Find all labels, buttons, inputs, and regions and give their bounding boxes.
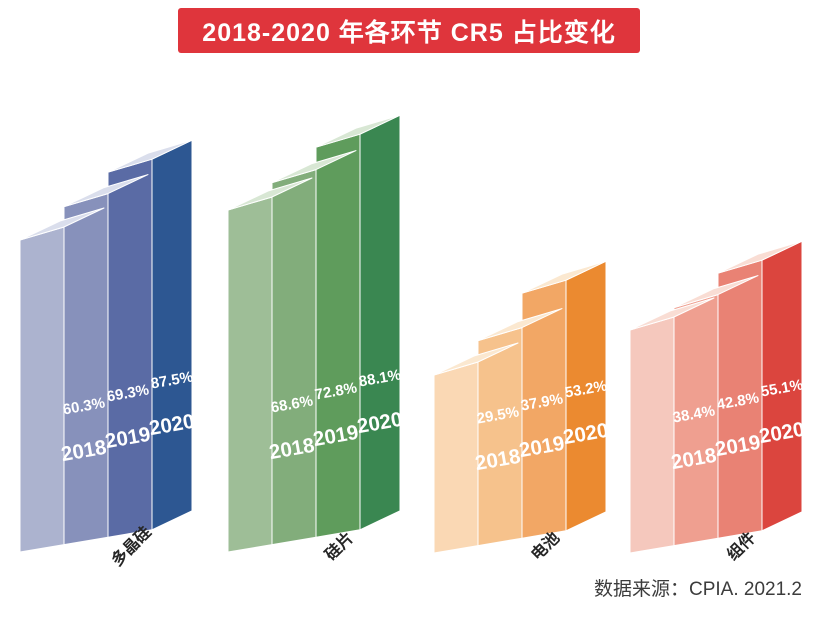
data-source: 数据来源：CPIA. 2021.2 xyxy=(593,579,802,600)
chart-title: 2018-2020 年各环节 CR5 占比变化 xyxy=(202,18,616,47)
bar-top xyxy=(433,342,519,376)
bar-top xyxy=(19,207,105,241)
bar-front xyxy=(63,193,109,546)
bar-top xyxy=(107,139,193,173)
bar-top xyxy=(227,177,313,211)
bar-front xyxy=(227,196,273,553)
bar-top xyxy=(673,275,759,309)
bar-front xyxy=(271,169,317,546)
bar-top xyxy=(629,297,715,331)
bar-top xyxy=(63,174,149,208)
bar-front xyxy=(19,226,65,553)
bar-front xyxy=(107,158,153,538)
bar-top xyxy=(477,308,563,342)
bar-front xyxy=(629,316,675,554)
bar-top xyxy=(717,240,803,274)
bar-side xyxy=(151,139,193,531)
bar-front xyxy=(433,361,479,554)
bar-side xyxy=(359,114,401,531)
bar-top xyxy=(521,260,607,294)
bar-front xyxy=(315,133,361,538)
title-banner: 2018-2020 年各环节 CR5 占比变化 xyxy=(178,8,640,53)
bar-top xyxy=(271,150,357,184)
bar-front xyxy=(477,327,523,547)
bar-top xyxy=(315,114,401,148)
